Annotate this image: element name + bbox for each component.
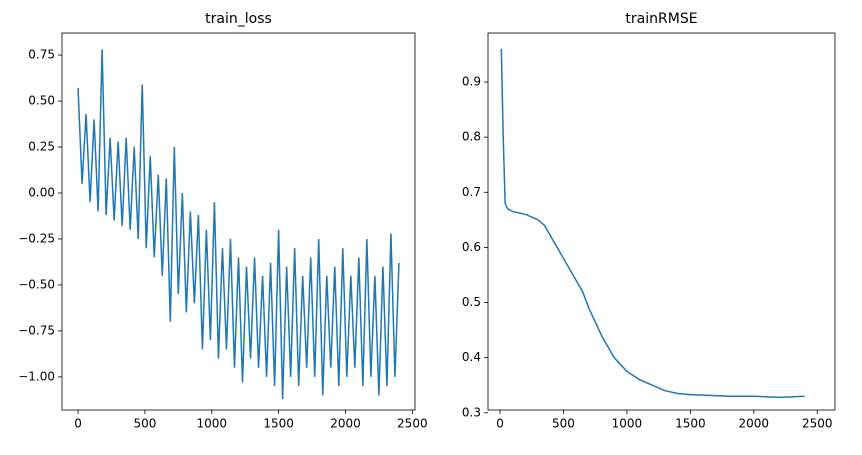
y-tick-label: 0.75	[28, 48, 55, 62]
y-tick-label: 0.00	[28, 185, 55, 199]
x-tick-label: 500	[133, 417, 156, 431]
x-tick-label: 0	[74, 417, 82, 431]
y-tick-label: 0.5	[462, 295, 481, 309]
y-tick-label: 0.7	[462, 185, 481, 199]
x-tick-label: 2500	[397, 417, 428, 431]
y-tick-label: −0.50	[18, 277, 55, 291]
y-tick-label: 0.6	[462, 240, 481, 254]
x-tick-label: 1500	[675, 417, 706, 431]
line-series	[77, 49, 400, 399]
chart-title: train_loss	[205, 11, 272, 27]
y-tick-label: 0.3	[462, 405, 481, 419]
axes-frame	[487, 32, 836, 411]
y-tick-label: 0.4	[462, 350, 481, 364]
x-tick-label: 2500	[802, 417, 833, 431]
y-tick-label: 0.50	[28, 94, 55, 108]
y-tick-label: −0.75	[18, 323, 55, 337]
x-tick-label: 500	[552, 417, 575, 431]
x-tick-label: 1000	[196, 417, 227, 431]
x-tick-label: 0	[496, 417, 504, 431]
x-tick-label: 2000	[739, 417, 770, 431]
axes-frame	[61, 32, 416, 411]
x-tick-label: 2000	[330, 417, 361, 431]
y-tick-label: 0.9	[462, 75, 481, 89]
y-tick-label: −1.00	[18, 369, 55, 383]
y-tick-label: 0.8	[462, 130, 481, 144]
x-tick-label: 1500	[263, 417, 294, 431]
y-tick-label: −0.25	[18, 231, 55, 245]
line-series	[500, 48, 805, 399]
x-tick-label: 1000	[612, 417, 643, 431]
chart-title: trainRMSE	[625, 11, 697, 27]
y-tick-label: 0.25	[28, 140, 55, 154]
